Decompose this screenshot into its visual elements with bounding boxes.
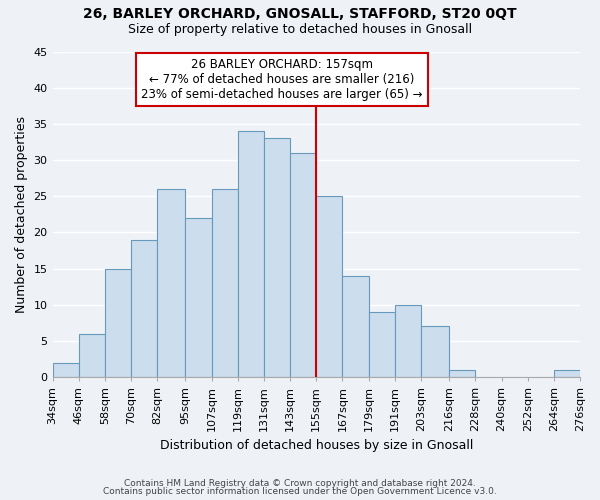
- Bar: [264, 138, 290, 377]
- Text: 26 BARLEY ORCHARD: 157sqm
← 77% of detached houses are smaller (216)
23% of semi: 26 BARLEY ORCHARD: 157sqm ← 77% of detac…: [141, 58, 423, 101]
- Text: 26, BARLEY ORCHARD, GNOSALL, STAFFORD, ST20 0QT: 26, BARLEY ORCHARD, GNOSALL, STAFFORD, S…: [83, 8, 517, 22]
- Bar: [449, 370, 475, 377]
- Bar: [131, 240, 157, 377]
- Bar: [185, 218, 212, 377]
- Bar: [105, 268, 131, 377]
- Bar: [290, 153, 316, 377]
- Bar: [212, 189, 238, 377]
- Bar: [238, 131, 264, 377]
- Text: Contains HM Land Registry data © Crown copyright and database right 2024.: Contains HM Land Registry data © Crown c…: [124, 478, 476, 488]
- Text: Contains public sector information licensed under the Open Government Licence v3: Contains public sector information licen…: [103, 487, 497, 496]
- Y-axis label: Number of detached properties: Number of detached properties: [15, 116, 28, 313]
- Text: Size of property relative to detached houses in Gnosall: Size of property relative to detached ho…: [128, 22, 472, 36]
- Bar: [395, 304, 421, 377]
- Bar: [316, 196, 343, 377]
- Bar: [157, 189, 185, 377]
- Bar: [368, 312, 395, 377]
- Bar: [421, 326, 449, 377]
- X-axis label: Distribution of detached houses by size in Gnosall: Distribution of detached houses by size …: [160, 440, 473, 452]
- Bar: [79, 334, 105, 377]
- Bar: [343, 276, 368, 377]
- Bar: [554, 370, 580, 377]
- Bar: [53, 362, 79, 377]
